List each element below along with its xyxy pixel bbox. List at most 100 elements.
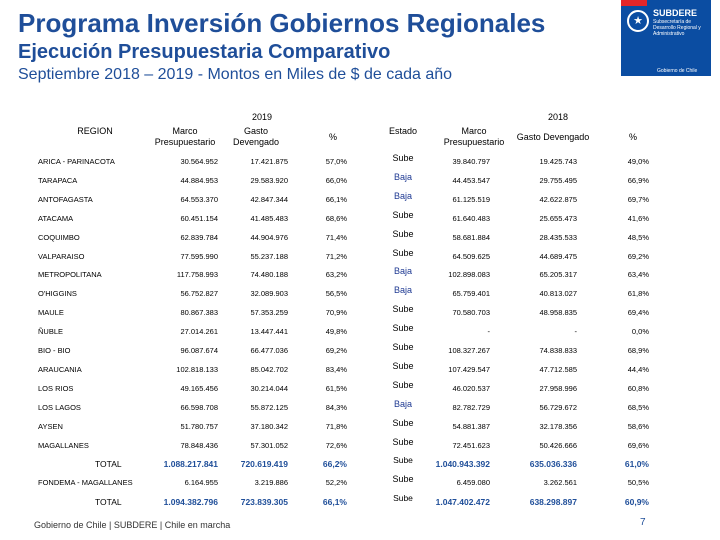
region-cell: MAULE [38,308,64,318]
estado-badge: Baja [393,171,412,182]
marco-2019-cell: 27.014.261 [180,327,218,337]
gasto-2019-cell: 13.447.441 [250,327,288,337]
gasto-2018-cell: 40.813.027 [539,289,577,299]
estado-cell: Sube [380,436,426,448]
estado-badge: Sube [393,493,413,504]
gasto-2018-cell: 50.426.666 [539,440,577,450]
total-row: TOTAL 1.094.382.796 723.839.305 66,1% Sube 1.… [0,493,720,516]
gasto-2019-cell: 55.872.125 [250,402,288,412]
region-cell: MAGALLANES [38,440,89,450]
marco-2019-cell: 117.758.993 [176,270,218,280]
pct-2019-cell: 57,0% [325,157,347,166]
pct-2018-cell: 49,0% [627,157,649,166]
estado-badge: Sube [392,474,414,485]
marco-2018-cell: 1.047.402.472 [435,497,490,508]
logo-lines: Subsecretaría de Desarrollo Regional y A… [653,19,701,37]
table-row: ARAUCANIA 102.818.133 85.042.702 83,4% Sube 1… [0,361,720,384]
pct-2019-cell: 72,6% [325,440,347,450]
region-cell: AYSEN [38,421,63,431]
pct-2018-cell: 69,2% [627,251,649,261]
pct-2018-cell: 48,5% [627,232,649,242]
header-region: REGION [77,126,113,136]
pct-2019-cell: 71,8% [325,421,347,431]
gasto-2019-cell: 66.477.036 [250,346,288,355]
table-row: AYSEN 51.780.757 37.180.342 71,8% Sube 54.881… [0,418,720,441]
marco-2019-cell: 56.752.827 [180,289,218,299]
estado-badge: Sube [392,436,414,447]
estado-cell: Sube [380,454,426,466]
page-number: 7 [640,517,646,528]
pct-2019-cell: 63,2% [325,270,347,280]
pct-2018-cell: 60,9% [624,497,649,508]
marco-2018-cell: 102.898.083 [448,270,490,280]
region-cell: ARICA - PARINACOTA [38,157,115,166]
estado-cell: Sube [380,228,426,240]
logo-red-bar [621,0,647,6]
pct-2018-cell: 58,6% [627,421,649,431]
header-year-2018: 2018 [547,112,569,122]
estado-cell: Baja [380,190,426,202]
gasto-2019-cell: 720.619.419 [240,459,288,470]
page-title: Programa Inversión Gobiernos Regionales [18,8,546,38]
marco-2019-cell: 1.094.382.796 [163,497,218,508]
marco-2019-cell: 51.780.757 [180,421,218,431]
header-pct-2018: % [628,132,637,142]
gasto-2019-cell: 32.089.903 [250,289,288,299]
gasto-2018-cell: 65.205.317 [539,270,577,280]
pct-2019-cell: 69,2% [325,346,347,355]
region-cell: BIO - BIO [38,346,71,355]
table-row: MAULE 80.867.383 57.353.259 70,9% Sube 70.580… [0,304,720,327]
estado-cell: Sube [380,360,426,372]
gasto-2018-cell: 56.729.672 [539,402,577,412]
table-row: MAGALLANES 78.848.436 57.301.052 72,6% Sube 7… [0,437,720,460]
pct-2018-cell: 68,9% [627,346,649,355]
estado-badge: Sube [392,228,414,239]
header-gasto-2019: Gasto Devengado [232,126,280,147]
estado-cell: Sube [380,247,426,259]
gasto-2018-cell: 29.755.495 [539,175,577,185]
table-row: TARAPACA 44.884.953 29.583.920 66,0% Baja 44.… [0,172,720,195]
estado-badge: Sube [392,153,414,163]
pct-2019-cell: 70,9% [325,308,347,318]
gasto-2019-cell: 41.485.483 [250,213,288,223]
table-row: ATACAMA 60.451.154 41.485.483 68,6% Sube 61.6… [0,210,720,233]
pct-2019-cell: 66,2% [322,459,347,470]
pct-2019-cell: 61,5% [325,383,347,393]
pct-2019-cell: 49,8% [325,327,347,337]
table-row: VALPARAISO 77.595.990 55.237.188 71,2% Sube 6… [0,248,720,271]
gasto-2018-cell: 32.178.356 [539,421,577,431]
pct-2019-cell: 66,0% [325,175,347,185]
marco-2018-cell: 107.429.547 [448,364,490,374]
marco-2019-cell: 78.848.436 [180,440,218,450]
header-pct-2019: % [328,132,337,142]
marco-2019-cell: 60.451.154 [180,213,218,223]
page-subtitle: Ejecución Presupuestaria Comparativo [18,41,391,63]
marco-2019-cell: 62.839.784 [180,232,218,242]
gasto-2018-cell: 28.435.533 [539,232,577,242]
star-seal-icon: ★ [627,10,649,32]
estado-cell: Baja [380,398,426,410]
subdere-logo: ★ SUBDERE Subsecretaría de Desarrollo Re… [621,0,711,76]
gasto-2018-cell: - [574,327,578,337]
marco-2018-cell: 72.451.623 [452,440,490,450]
marco-2019-cell: 66.598.708 [180,402,218,412]
marco-2018-cell: 65.759.401 [452,289,490,299]
estado-badge: Baja [393,266,412,277]
region-cell: ATACAMA [38,213,74,223]
table-row: LOS RIOS 49.165.456 30.214.044 61,5% Sube 46.… [0,380,720,403]
gasto-2019-cell: 74.480.188 [250,270,288,280]
gasto-2019-cell: 57.353.259 [250,308,288,318]
marco-2018-cell: 64.509.625 [452,251,490,261]
gasto-2018-cell: 74.838.833 [539,346,577,355]
pct-2019-cell: 56,5% [325,289,347,299]
estado-badge: Sube [392,247,414,258]
marco-2019-cell: 6.164.955 [184,478,218,488]
gasto-2019-cell: 3.219.886 [254,478,288,488]
region-cell: LOS LAGOS [38,402,81,412]
pct-2018-cell: 69,6% [627,440,649,450]
gasto-2018-cell: 635.036.336 [529,459,577,470]
marco-2019-cell: 64.553.370 [180,194,218,204]
marco-2018-cell: 61.640.483 [452,213,490,223]
marco-2018-cell: 58.681.884 [452,232,490,242]
region-cell: ARAUCANIA [38,364,82,374]
